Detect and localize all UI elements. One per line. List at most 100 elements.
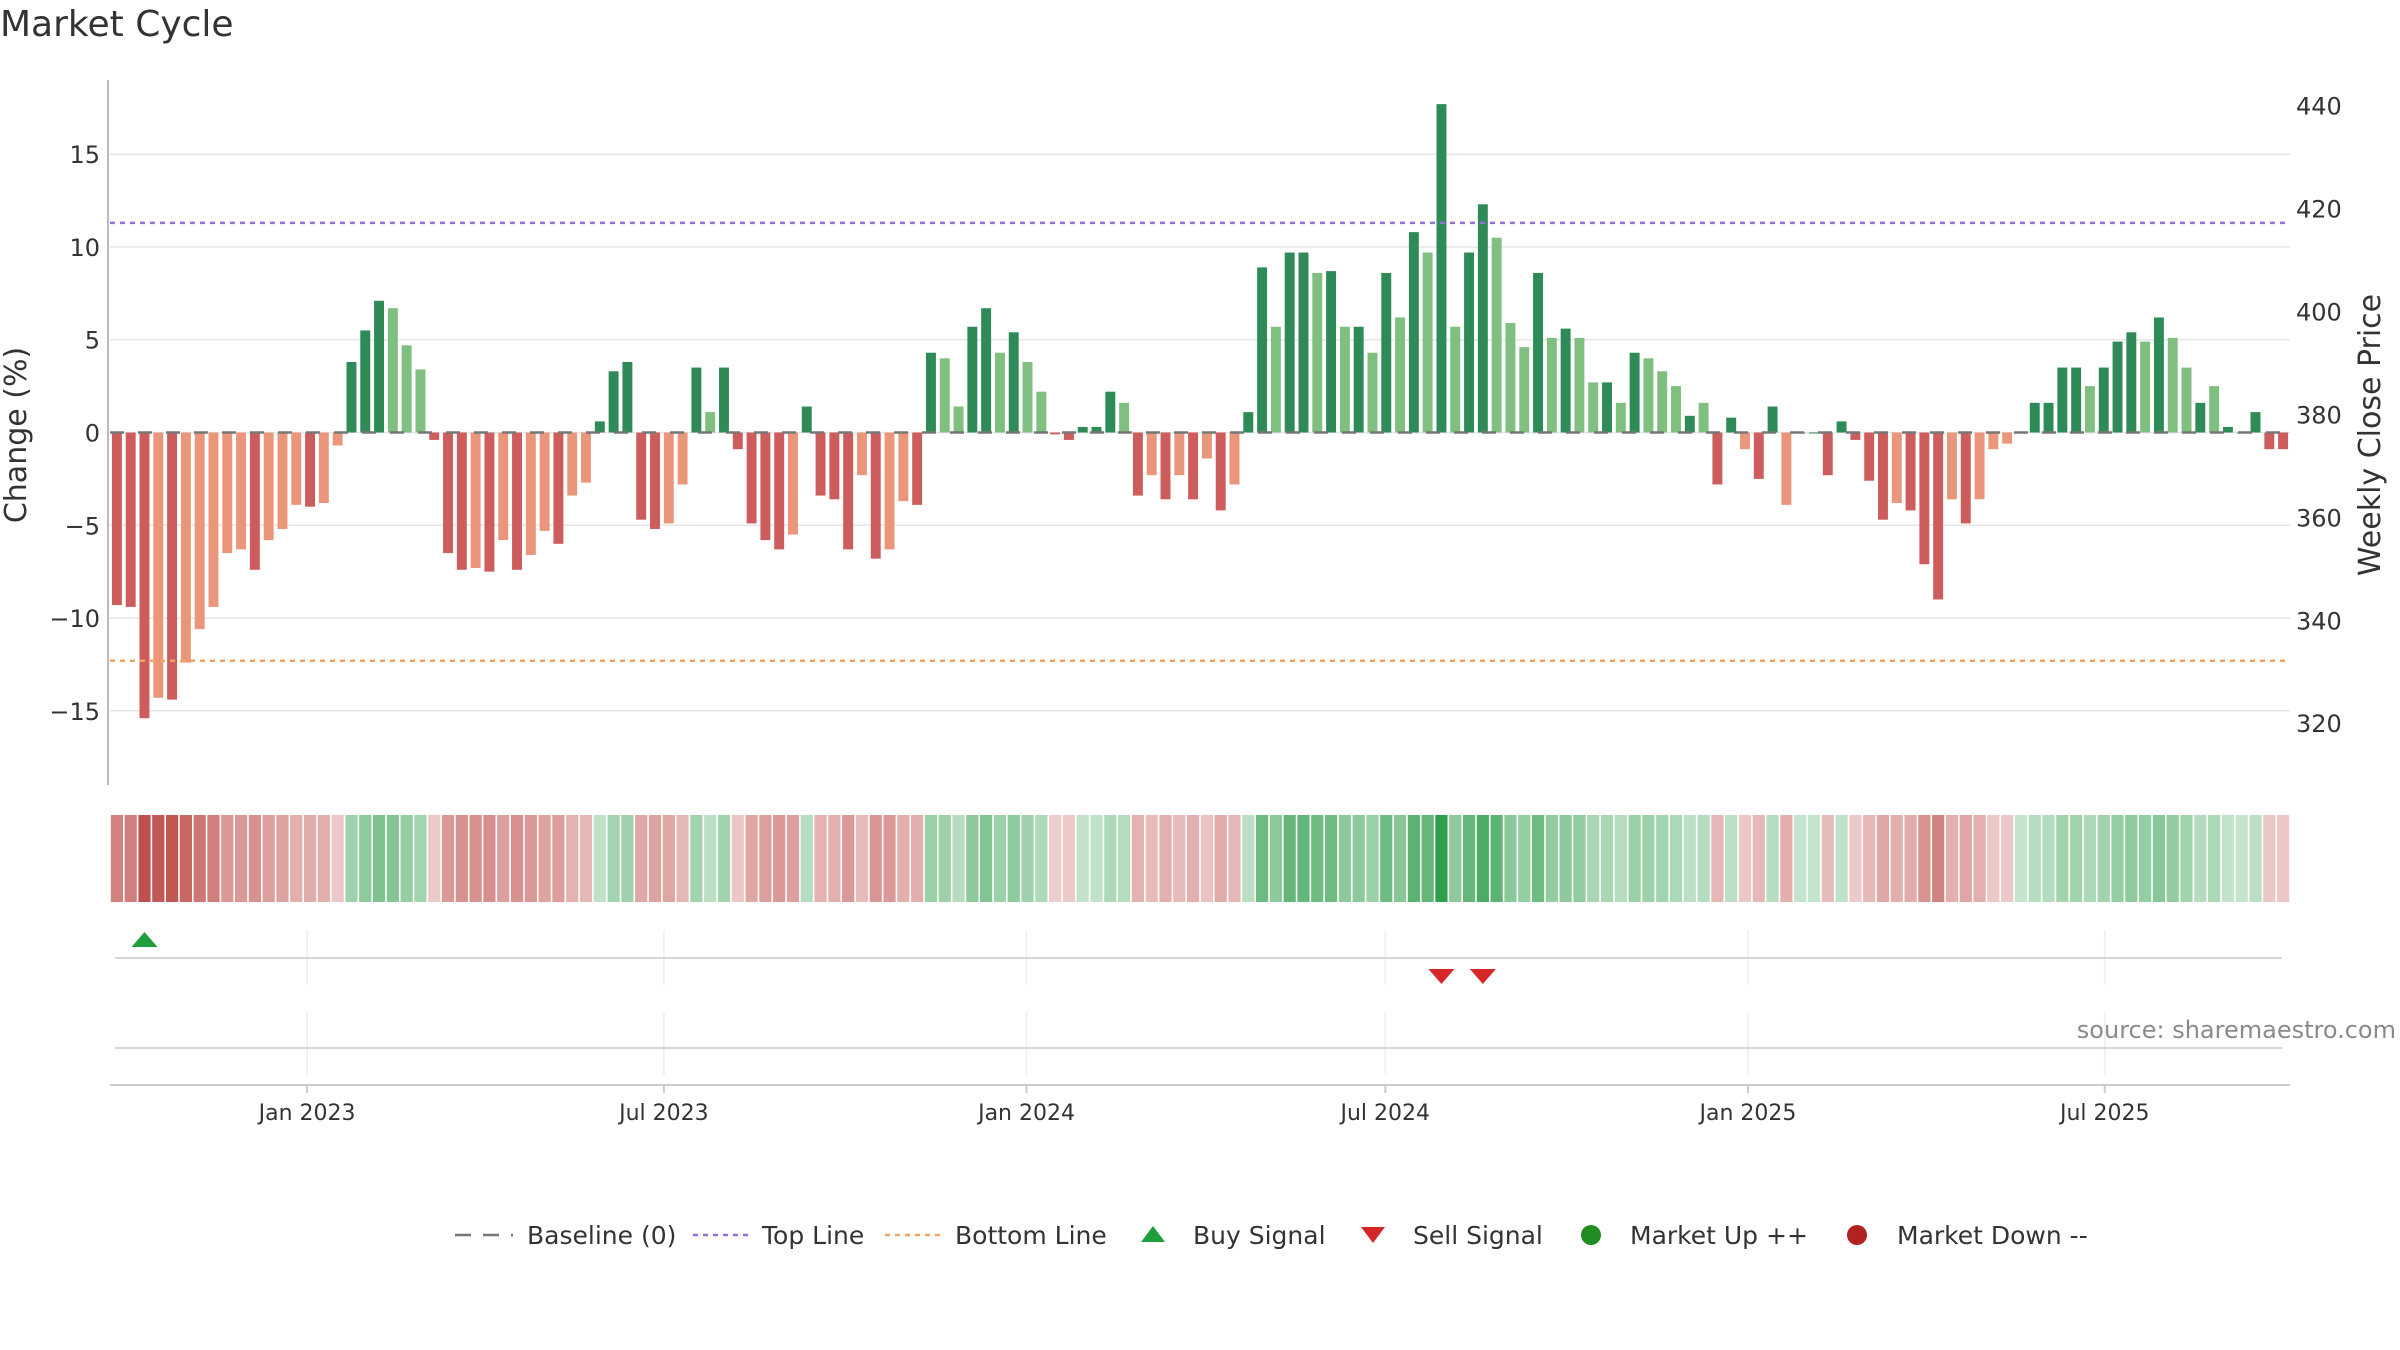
heat-cell xyxy=(814,815,827,902)
heat-cell xyxy=(1007,815,1020,902)
bar xyxy=(636,432,647,520)
bar xyxy=(2057,367,2068,433)
heat-cell xyxy=(566,815,579,902)
bar xyxy=(925,352,936,433)
heat-cell xyxy=(1131,815,1145,902)
heat-cell xyxy=(1683,815,1696,902)
heat-cell xyxy=(221,815,234,902)
bar xyxy=(1036,391,1047,433)
heat-cell xyxy=(2194,815,2207,902)
heat-cell xyxy=(1255,815,1269,902)
x-tick-label: Jan 2023 xyxy=(257,1101,356,1126)
bar xyxy=(429,432,440,440)
bar xyxy=(1919,432,1930,565)
heat-cell xyxy=(1242,815,1255,902)
y-right-tick-label: 380 xyxy=(2296,401,2342,429)
legend-label: Bottom Line xyxy=(955,1221,1107,1250)
heat-cell xyxy=(759,815,772,902)
bar xyxy=(401,345,412,433)
heat-cell xyxy=(552,815,565,902)
bar xyxy=(1367,352,1378,433)
sell-signal-marker xyxy=(1469,969,1496,984)
bar xyxy=(1422,252,1433,433)
y-left-tick-label: −10 xyxy=(49,605,100,633)
heat-cell xyxy=(786,815,800,902)
heat-cell xyxy=(1462,815,1476,902)
bar xyxy=(581,432,591,483)
bar xyxy=(1201,432,1212,459)
bar xyxy=(622,362,633,433)
bar xyxy=(360,330,371,433)
bar xyxy=(139,432,150,719)
bar xyxy=(1519,347,1530,433)
heat-cell xyxy=(2249,815,2262,902)
bar xyxy=(1753,432,1764,479)
buy-signal-marker xyxy=(131,932,158,947)
bar xyxy=(1960,432,1971,524)
heat-cell xyxy=(1504,815,1517,902)
heat-cell xyxy=(579,815,593,902)
heat-cell xyxy=(497,815,510,902)
bar xyxy=(305,432,316,507)
bar xyxy=(1905,432,1916,511)
bar xyxy=(663,432,674,524)
heat-cell xyxy=(1669,815,1683,902)
heat-cell xyxy=(359,815,372,902)
bar xyxy=(2098,367,2109,433)
heat-cell xyxy=(276,815,289,902)
heat-cell xyxy=(2166,815,2179,902)
heat-cell xyxy=(924,815,938,902)
bar xyxy=(222,432,233,554)
y-right-tick-label: 420 xyxy=(2296,196,2342,224)
bar xyxy=(1091,426,1102,433)
x-tick-label: Jul 2023 xyxy=(617,1101,709,1126)
heat-cell xyxy=(1324,815,1338,902)
heat-cell xyxy=(1297,815,1310,902)
heat-cell xyxy=(234,815,248,902)
heat-cell xyxy=(1118,815,1131,902)
heat-cell xyxy=(1794,815,1807,902)
heat-cell xyxy=(1145,815,1158,902)
heat-cell xyxy=(1932,815,1945,902)
bar xyxy=(815,432,826,496)
heat-cell xyxy=(1449,815,1462,902)
bar xyxy=(801,406,812,433)
bar xyxy=(705,412,716,433)
heat-cell xyxy=(248,815,261,902)
bar xyxy=(760,432,771,541)
bar xyxy=(443,432,454,554)
bar xyxy=(236,432,247,550)
bar xyxy=(1546,337,1557,433)
bar xyxy=(346,362,357,433)
bar xyxy=(2029,402,2040,433)
bar xyxy=(1491,237,1502,433)
heat-cell xyxy=(621,815,634,902)
bar xyxy=(415,369,426,433)
heat-cell xyxy=(1187,815,1200,902)
legend-buy-swatch xyxy=(1141,1226,1165,1242)
heat-cell xyxy=(2180,815,2193,902)
bar xyxy=(856,432,867,476)
bar xyxy=(953,406,964,433)
heat-cell xyxy=(1725,815,1738,902)
heat-cell xyxy=(648,815,662,902)
heat-cell xyxy=(1159,815,1172,902)
x-tick-label: Jan 2025 xyxy=(1698,1101,1797,1126)
heat-cell xyxy=(869,815,882,902)
bar xyxy=(1160,432,1171,500)
bar xyxy=(567,432,578,496)
bar xyxy=(2071,367,2082,433)
heat-cell xyxy=(262,815,275,902)
bar xyxy=(1615,402,1626,433)
heat-cell xyxy=(911,815,924,902)
heat-cell xyxy=(524,815,537,902)
bar xyxy=(2153,317,2164,433)
bar xyxy=(153,432,164,698)
heat-cell xyxy=(1890,815,1903,902)
bar xyxy=(1464,252,1475,433)
heat-cell xyxy=(1752,815,1765,902)
heat-cell xyxy=(1614,815,1627,902)
heat-cell xyxy=(303,815,317,902)
bar xyxy=(2278,432,2289,450)
heat-cell xyxy=(2001,815,2014,902)
